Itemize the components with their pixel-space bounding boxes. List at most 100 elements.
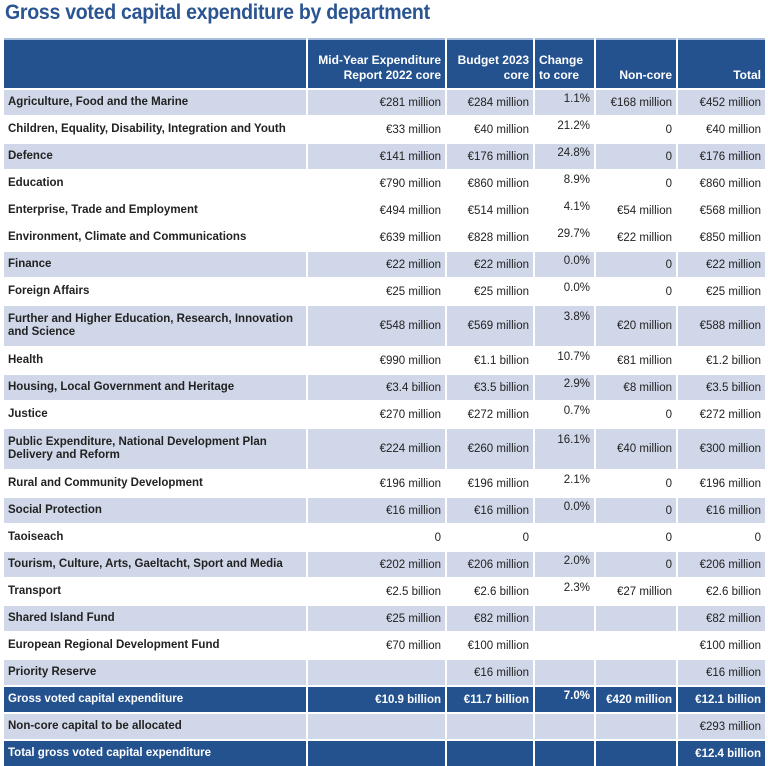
header-mid-year-2022-core: Mid-Year Expenditure Report 2022 core	[308, 38, 445, 88]
budget-2023-core-cell: €82 million	[447, 604, 533, 631]
department-cell: Priority Reserve	[4, 658, 306, 685]
table-row: European Regional Development Fund €70 mi…	[4, 631, 765, 658]
table-row: Priority Reserve €16 million €16 million	[4, 658, 765, 685]
total-cell: €850 million	[678, 223, 765, 250]
non-core-cell: €40 million	[596, 427, 676, 469]
total-cell: €12.1 billion	[678, 685, 765, 712]
change-to-core-cell: 0.7%	[535, 400, 594, 427]
table-row: Children, Equality, Disability, Integrat…	[4, 115, 765, 142]
total-cell: €272 million	[678, 400, 765, 427]
department-cell: Rural and Community Development	[4, 469, 306, 496]
department-cell: Non-core capital to be allocated	[4, 712, 306, 739]
department-cell: Children, Equality, Disability, Integrat…	[4, 115, 306, 142]
table-row: Finance €22 million €22 million 0.0% 0 €22 mi…	[4, 250, 765, 277]
change-to-core-cell	[535, 631, 594, 658]
change-to-core-cell: 21.2%	[535, 115, 594, 142]
non-core-cell: 0	[596, 496, 676, 523]
mid-year-2022-core-cell: €990 million	[308, 346, 445, 373]
table-row: Public Expenditure, National Development…	[4, 427, 765, 469]
department-cell: Enterprise, Trade and Employment	[4, 196, 306, 223]
non-core-cell: €420 million	[596, 685, 676, 712]
budget-2023-core-cell: €206 million	[447, 550, 533, 577]
table-row: Education €790 million €860 million 8.9% 0 €8…	[4, 169, 765, 196]
header-department	[4, 38, 306, 88]
non-core-cell	[596, 604, 676, 631]
mid-year-2022-core-cell: 0	[308, 523, 445, 550]
department-cell: Education	[4, 169, 306, 196]
non-core-cell: 0	[596, 523, 676, 550]
budget-2023-core-cell: €196 million	[447, 469, 533, 496]
total-cell: €860 million	[678, 169, 765, 196]
change-to-core-cell: 7.0%	[535, 685, 594, 712]
non-core-cell: 0	[596, 400, 676, 427]
non-core-cell: 0	[596, 169, 676, 196]
header-total: Total	[678, 38, 765, 88]
department-cell: Public Expenditure, National Development…	[4, 427, 306, 469]
table-row: Social Protection €16 million €16 million 0…	[4, 496, 765, 523]
department-cell: Health	[4, 346, 306, 373]
header-change-to-core: Change to core	[535, 38, 594, 88]
mid-year-2022-core-cell: €281 million	[308, 88, 445, 115]
department-cell: Shared Island Fund	[4, 604, 306, 631]
department-cell: Defence	[4, 142, 306, 169]
department-cell: Environment, Climate and Communications	[4, 223, 306, 250]
mid-year-2022-core-cell: €22 million	[308, 250, 445, 277]
change-to-core-cell	[535, 712, 594, 739]
total-cell: €40 million	[678, 115, 765, 142]
change-to-core-cell: 4.1%	[535, 196, 594, 223]
mid-year-2022-core-cell: €224 million	[308, 427, 445, 469]
page-title: Gross voted capital expenditure by depar…	[5, 1, 430, 24]
total-cell: €300 million	[678, 427, 765, 469]
change-to-core-cell: 1.1%	[535, 88, 594, 115]
change-to-core-cell	[535, 523, 594, 550]
non-core-cell: €20 million	[596, 304, 676, 346]
department-cell: European Regional Development Fund	[4, 631, 306, 658]
table-row: Justice €270 million €272 million 0.7% 0 €272…	[4, 400, 765, 427]
budget-2023-core-cell: €860 million	[447, 169, 533, 196]
change-to-core-cell: 2.1%	[535, 469, 594, 496]
mid-year-2022-core-cell	[308, 658, 445, 685]
budget-2023-core-cell: €828 million	[447, 223, 533, 250]
department-cell: Housing, Local Government and Heritage	[4, 373, 306, 400]
non-core-cell: 0	[596, 550, 676, 577]
department-cell: Social Protection	[4, 496, 306, 523]
change-to-core-cell: 2.9%	[535, 373, 594, 400]
mid-year-2022-core-cell: €10.9 billion	[308, 685, 445, 712]
table-row: Enterprise, Trade and Employment €494 mil…	[4, 196, 765, 223]
change-to-core-cell	[535, 739, 594, 766]
budget-2023-core-cell: €569 million	[447, 304, 533, 346]
department-cell: Foreign Affairs	[4, 277, 306, 304]
total-cell: €176 million	[678, 142, 765, 169]
header-non-core: Non-core	[596, 38, 676, 88]
non-core-cell: 0	[596, 142, 676, 169]
mid-year-2022-core-cell: €270 million	[308, 400, 445, 427]
total-cell: €3.5 billion	[678, 373, 765, 400]
department-cell: Finance	[4, 250, 306, 277]
mid-year-2022-core-cell: €2.5 billion	[308, 577, 445, 604]
mid-year-2022-core-cell: €3.4 billion	[308, 373, 445, 400]
budget-2023-core-cell: €514 million	[447, 196, 533, 223]
mid-year-2022-core-cell: €196 million	[308, 469, 445, 496]
mid-year-2022-core-cell	[308, 739, 445, 766]
non-core-cell: €54 million	[596, 196, 676, 223]
non-core-cell: €81 million	[596, 346, 676, 373]
change-to-core-cell: 0.0%	[535, 250, 594, 277]
budget-2023-core-cell: 0	[447, 523, 533, 550]
total-cell: €100 million	[678, 631, 765, 658]
table-row: Rural and Community Development €196 mill…	[4, 469, 765, 496]
change-to-core-cell: 3.8%	[535, 304, 594, 346]
non-core-cell: 0	[596, 469, 676, 496]
budget-2023-core-cell: €100 million	[447, 631, 533, 658]
mid-year-2022-core-cell: €202 million	[308, 550, 445, 577]
budget-2023-core-cell: €16 million	[447, 496, 533, 523]
mid-year-2022-core-cell: €25 million	[308, 604, 445, 631]
mid-year-2022-core-cell: €33 million	[308, 115, 445, 142]
change-to-core-cell: 24.8%	[535, 142, 594, 169]
non-core-cell: 0	[596, 115, 676, 142]
mid-year-2022-core-cell: €639 million	[308, 223, 445, 250]
change-to-core-cell: 8.9%	[535, 169, 594, 196]
non-core-cell: €8 million	[596, 373, 676, 400]
department-cell: Further and Higher Education, Research, …	[4, 304, 306, 346]
total-cell: €25 million	[678, 277, 765, 304]
budget-2023-core-cell: €284 million	[447, 88, 533, 115]
